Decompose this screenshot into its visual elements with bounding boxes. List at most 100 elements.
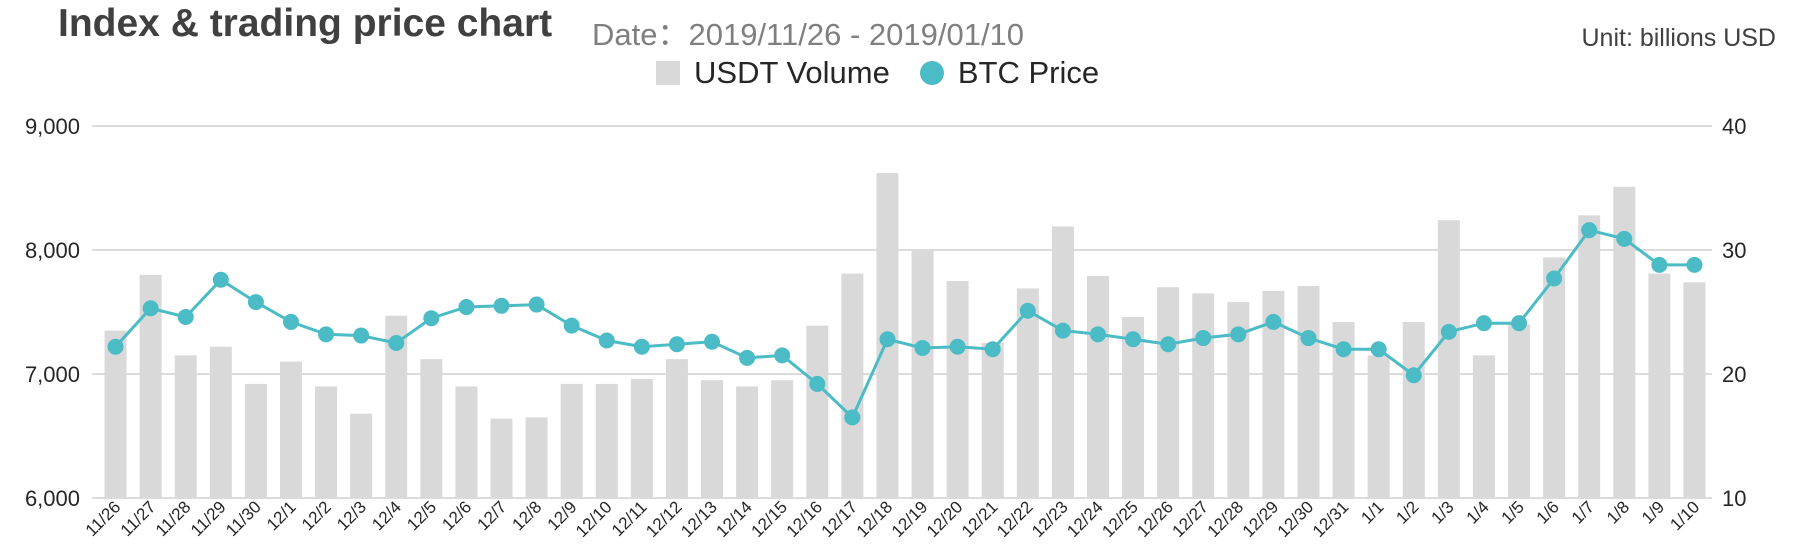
price-point [142,300,159,317]
x-axis-tick-label: 11/30 [222,497,265,540]
volume-bar [1297,285,1320,498]
price-line [114,228,1695,420]
volume-bar [1086,276,1109,498]
price-point [1440,323,1457,340]
x-axis-tick-label: 12/25 [1098,497,1142,541]
volume-bar [595,383,618,498]
x-axis-tick-label: 11/29 [187,497,230,540]
x-axis-tick-label: 12/2 [298,497,335,534]
x-axis-tick-label: 12/19 [888,497,932,541]
volume-bar [1613,186,1636,498]
volume-bar [525,417,548,498]
x-axis-tick-label: 12/29 [1239,497,1283,541]
price-point [949,338,966,355]
price-point [598,332,615,349]
volume-bar [1332,321,1355,498]
price-point [1054,322,1071,339]
volume-bar [1402,321,1425,498]
volume-bar [1683,282,1706,498]
volume-bar [630,378,653,498]
volume-bar [1227,302,1250,498]
x-axis-tick-label: 11/27 [117,497,160,540]
x-axis-tick-label: 1/9 [1638,497,1668,527]
volume-bar [771,380,794,498]
x-axis-tick-label: 12/21 [958,497,1002,541]
x-axis-tick-label: 12/13 [677,497,721,541]
price-point [809,375,826,392]
x-axis-tick-label: 12/7 [473,497,510,534]
unit-label: Unit: billions USD [1581,24,1776,52]
price-point [1125,331,1142,348]
volume-bar [841,273,864,498]
x-axis-tick-label: 1/1 [1357,497,1387,527]
chart-title: Index & trading price chart [58,2,553,45]
x-axis-tick-label: 12/5 [403,497,440,534]
price-point [458,299,475,316]
x-axis-tick-label: 11/26 [82,497,125,540]
x-axis-tick-label: 12/3 [333,497,370,534]
x-axis-tick-label: 1/3 [1428,497,1458,527]
volume-bar [665,359,688,498]
x-axis-tick-label: 12/8 [509,497,546,534]
volume-bar [1051,226,1074,498]
price-point [1475,315,1492,332]
x-axis-tick-label: 12/15 [748,497,792,541]
volume-bar [350,413,373,498]
price-point [423,310,440,327]
volume-bar [701,380,724,498]
price-point [1405,367,1422,384]
x-axis-tick-label: 12/17 [818,497,862,541]
volume-bar [1543,257,1566,498]
price-point [1019,302,1036,319]
volume-bar [1122,316,1145,498]
left-axis-tick-label: 6,000 [25,486,80,511]
x-axis-tick-label: 12/1 [263,497,300,534]
right-axis-tick-label: 10 [1722,486,1746,511]
date-range-label: Date：2019/11/26 - 2019/01/10 [592,17,1025,52]
right-axis-tick-label: 40 [1722,114,1746,139]
x-axis-tick-label: 12/28 [1204,497,1248,541]
volume-bar [1508,324,1531,498]
price-point [1651,256,1668,273]
x-axis-tick-label: 12/22 [993,497,1037,541]
x-axis-tick-label: 12/4 [368,497,405,534]
volume-bar [174,355,197,498]
price-point [493,297,510,314]
volume-bar [1192,293,1215,498]
legend-item-volume[interactable]: USDT Volume [656,55,890,91]
price-point [668,336,685,353]
right-axis-tick-label: 30 [1722,238,1746,263]
x-axis-tick-label: 12/27 [1169,497,1213,541]
price-point [282,313,299,330]
x-axis-tick-label: 1/7 [1568,497,1598,527]
volume-bar [244,383,267,498]
price-point [177,308,194,325]
legend-swatch-volume [656,61,680,85]
x-axis-tick-label: 12/10 [572,497,616,541]
price-point [212,271,229,288]
legend-item-price[interactable]: BTC Price [919,55,1100,91]
price-point [844,409,861,426]
price-point [563,317,580,334]
legend-label-price: BTC Price [957,55,1100,90]
x-axis-tick-label: 12/23 [1028,497,1072,541]
volume-bar [455,386,478,498]
price-point [984,341,1001,358]
price-point [879,331,896,348]
price-point [1686,256,1703,273]
volume-bar [736,386,759,498]
volume-bar [209,346,232,498]
legend-label-volume: USDT Volume [694,55,890,90]
volume-bar [1157,287,1180,498]
price-point [1335,341,1352,358]
price-point [704,333,721,350]
price-point [1230,326,1247,343]
price-point [1195,330,1212,347]
volume-bar [1437,220,1460,499]
volume-bar [911,250,934,498]
x-axis-tick-label: 12/12 [642,497,686,541]
price-point [1546,270,1563,287]
price-point [107,338,124,355]
price-point [388,335,405,351]
